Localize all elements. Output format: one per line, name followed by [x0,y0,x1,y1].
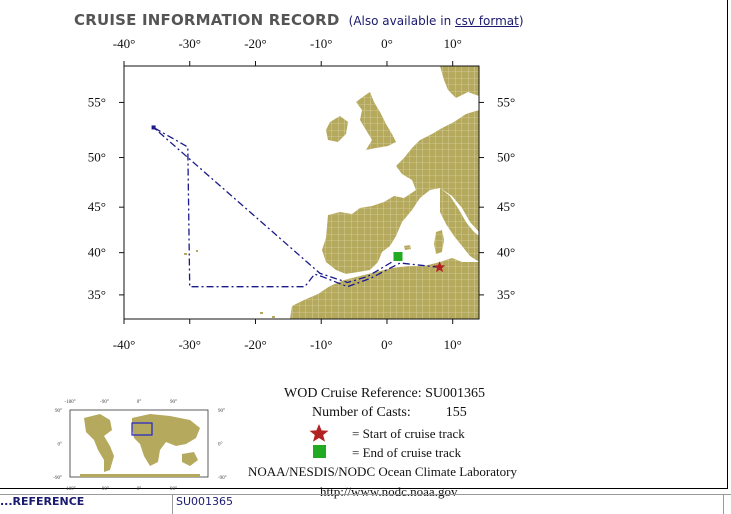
lon-axis-bottom: -40° -30° -20° -10° 0° 10° [113,319,462,352]
inset-lat-label-left: 0° [58,443,63,448]
casts-value: 155 [445,405,467,420]
reference-label: WOD Cruise Reference: [284,386,422,401]
reference-value: SU001365 [425,386,486,401]
inset-lon-label-bottom: 0° [137,487,142,492]
lon-tick-label-bottom: 0° [381,337,393,352]
green-square-icon [313,445,326,458]
inset-lon-label-bottom: -90° [100,487,109,492]
lat-tick-label-right: 55° [497,94,515,109]
inset-lon-label-bottom: -180° [64,487,75,492]
inset-region-box [131,422,153,436]
csv-note-suffix: ) [518,14,524,28]
lon-tick-label-top: -10° [310,36,333,51]
lat-tick-label-left: 50° [88,150,106,165]
land-great-britain [356,92,396,150]
inset-lon-bottom: -180° -90° 0° 90° [64,487,177,492]
land-scandinavia [440,66,479,98]
land-europe-mainland [322,110,479,274]
inset-americas [84,414,114,472]
table-cell-value: SU001365 [172,495,727,514]
lon-tick-label-bottom: -30° [178,337,201,352]
lon-tick-label-top: -30° [178,36,201,51]
land-azores [184,253,187,255]
inset-antarctica [80,474,200,477]
lat-axis-left: 55° 50° 45° 40° 35° [88,94,124,302]
inset-lon-label-top: -180° [64,400,75,405]
lat-tick-label-left: 45° [88,199,106,214]
inset-lat-label-left: 90° [55,409,62,414]
page-title: CRUISE INFORMATION RECORD [74,11,340,29]
lab-url[interactable]: http://www.nodc.noaa.gov [320,484,458,499]
lon-tick-label-top: 10° [444,36,462,51]
inset-lon-label-bottom: 90° [170,487,177,492]
lon-tick-label-bottom: -40° [113,337,136,352]
lon-tick-label-bottom: 10° [444,337,462,352]
lon-tick-label-bottom: -20° [244,337,267,352]
red-star-icon [309,424,329,442]
inset-lat-left: 90° 0° -90° [53,409,62,481]
lat-tick-label-right: 50° [497,150,515,165]
inset-lat-label-right: 0° [218,443,223,448]
table-cell-label: ...REFERENCE [0,495,85,508]
lon-tick-label-top: -40° [113,36,136,51]
inset-lat-label-right: -90° [218,476,227,481]
end-marker [393,251,403,261]
table-cell-edge [723,495,731,514]
lat-tick-label-left: 35° [88,287,106,302]
csv-note-prefix: (Also available in [348,14,456,28]
land-balearic [404,245,411,250]
inset-lat-label-left: -90° [53,476,62,481]
lon-axis-top: -40° -30° -20° -10° 0° 10° [113,36,462,66]
land-masses [184,66,479,319]
lat-tick-label-left: 40° [88,245,106,260]
lat-tick-label-right: 40° [497,245,515,260]
end-legend-label: = End of cruise track [352,445,462,460]
start-marker [433,261,446,273]
inset-lat-label-right: 90° [218,409,225,414]
land-ireland [326,116,348,142]
lat-tick-label-right: 45° [497,199,515,214]
start-legend-label: = Start of cruise track [352,426,465,441]
land-azores-2 [196,250,198,252]
casts-label: Number of Casts: [312,405,411,420]
reference-line: WOD Cruise Reference: SU001365 [284,386,485,402]
inset-eurasia-africa [132,414,200,466]
track-turning-point [151,125,156,130]
inset-lon-label-top: -90° [100,400,109,405]
land-canaries [260,312,263,314]
inset-lon-top: -180° -90° 0° 90° [64,400,177,405]
inset-lon-label-top: 0° [137,400,142,405]
land-north-africa [290,258,479,319]
inset-australia [182,452,198,466]
land-italy [440,188,479,262]
title-row: CRUISE INFORMATION RECORD (Also availabl… [74,10,524,29]
casts-line: Number of Casts: 155 [312,405,467,421]
lat-axis-right: 55° 50° 45° 40° 35° [479,94,515,302]
lab-credit: NOAA/NESDIS/NODC Ocean Climate Laborator… [248,464,517,479]
land-canaries-2 [272,316,275,318]
inset-lon-label-top: 90° [170,400,177,405]
lon-tick-label-top: -20° [244,36,267,51]
lon-tick-label-bottom: -10° [310,337,333,352]
lat-tick-label-left: 55° [88,94,106,109]
csv-format-link[interactable]: csv format [455,14,519,28]
lon-tick-label-top: 0° [381,36,393,51]
inset-world-map: -180° -90° 0° 90° -180° -90° 0° 90° 90°0°-90° … [53,400,226,492]
page-frame [0,0,728,489]
cruise-track-line [153,126,440,288]
lat-tick-label-right: 35° [497,287,515,302]
cruise-info-table: ...REFERENCE SU001365 [0,494,731,514]
land-sardinia [434,230,444,254]
csv-availability-note: (Also available in csv format) [349,14,524,28]
map-border [123,65,480,320]
cruise-track-layer [151,125,446,288]
inset-lat-right: 90° 0° -90° [218,409,227,481]
